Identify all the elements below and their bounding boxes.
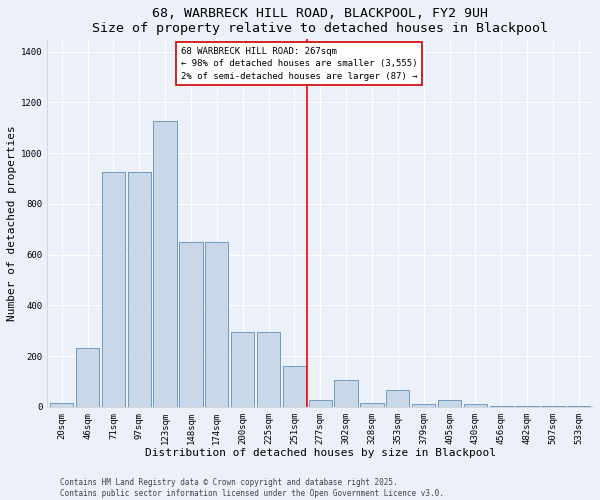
Bar: [412, 404, 436, 407]
Bar: [76, 348, 99, 407]
Bar: [102, 172, 125, 407]
Bar: [386, 390, 409, 407]
Bar: [464, 404, 487, 407]
Bar: [50, 403, 73, 407]
X-axis label: Distribution of detached houses by size in Blackpool: Distribution of detached houses by size …: [145, 448, 496, 458]
Bar: [231, 332, 254, 407]
Text: Contains HM Land Registry data © Crown copyright and database right 2025.
Contai: Contains HM Land Registry data © Crown c…: [60, 478, 444, 498]
Title: 68, WARBRECK HILL ROAD, BLACKPOOL, FY2 9UH
Size of property relative to detached: 68, WARBRECK HILL ROAD, BLACKPOOL, FY2 9…: [92, 7, 548, 35]
Bar: [438, 400, 461, 407]
Bar: [308, 400, 332, 407]
Bar: [541, 406, 565, 407]
Bar: [154, 122, 177, 407]
Text: 68 WARBRECK HILL ROAD: 267sqm
← 98% of detached houses are smaller (3,555)
2% of: 68 WARBRECK HILL ROAD: 267sqm ← 98% of d…: [181, 46, 417, 80]
Y-axis label: Number of detached properties: Number of detached properties: [7, 125, 17, 320]
Bar: [567, 406, 590, 407]
Bar: [515, 406, 539, 407]
Bar: [334, 380, 358, 407]
Bar: [283, 366, 306, 407]
Bar: [205, 242, 229, 407]
Bar: [257, 332, 280, 407]
Bar: [361, 403, 383, 407]
Bar: [179, 242, 203, 407]
Bar: [128, 172, 151, 407]
Bar: [490, 406, 513, 407]
